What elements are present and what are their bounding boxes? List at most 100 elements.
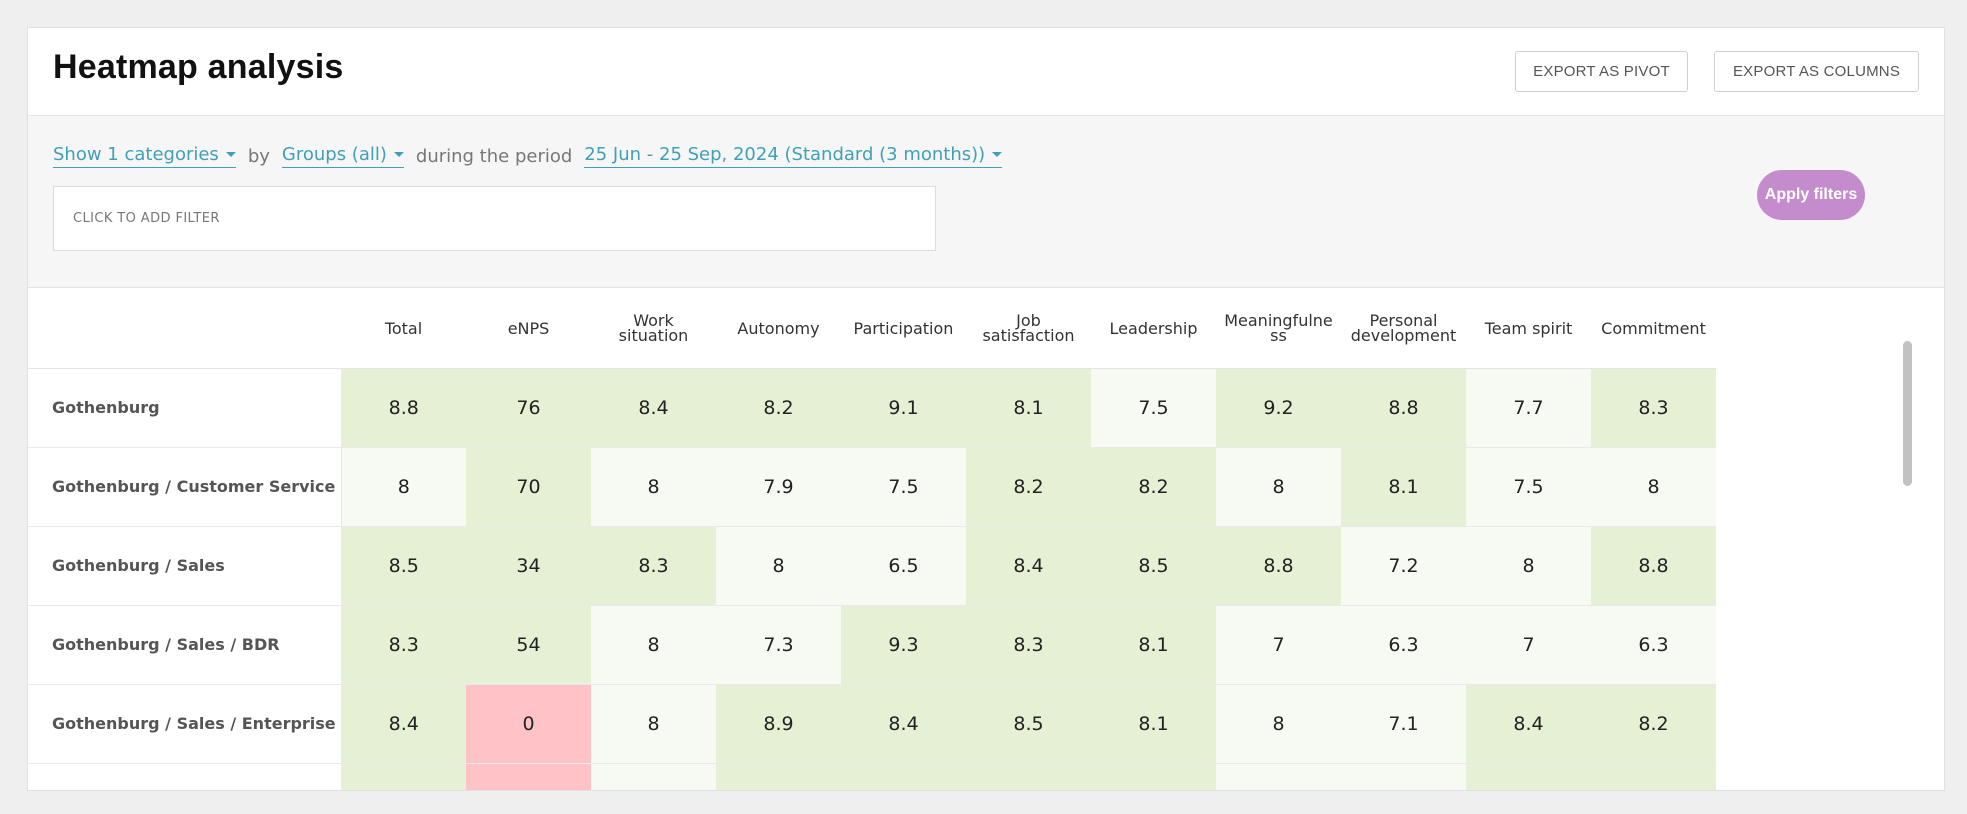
heatmap-cell[interactable]: 7.7	[1466, 368, 1591, 448]
heatmap-cell[interactable]: 8.8	[1216, 526, 1341, 606]
heatmap-cell[interactable]: 8.1	[966, 368, 1091, 448]
groups-dropdown[interactable]: Groups (all)	[281, 144, 404, 168]
heatmap-cell[interactable]: 0	[466, 684, 591, 764]
column-header-text: Participation	[853, 318, 954, 338]
table-row[interactable]: Gothenburg / Customer Service 8 70 8 7.9 7.5 8…	[28, 447, 1716, 527]
row-label: Gothenburg / Sales	[28, 526, 342, 606]
heatmap-cell[interactable]	[966, 763, 1091, 790]
heatmap-cell[interactable]: 9.1	[841, 368, 966, 448]
heatmap-cell[interactable]: 9.3	[841, 605, 966, 685]
heatmap-cell[interactable]: 8.3	[1591, 368, 1716, 448]
heatmap-cell[interactable]: 8.4	[841, 684, 966, 764]
heatmap-cell[interactable]: 8	[1466, 526, 1591, 606]
add-filter-input[interactable]: CLICK TO ADD FILTER	[53, 186, 936, 251]
heatmap-cell[interactable]: 8	[716, 526, 841, 606]
heatmap-cell[interactable]	[1341, 763, 1466, 790]
heatmap-cell[interactable]: 8	[591, 447, 716, 527]
heatmap-cell[interactable]: 8.3	[966, 605, 1091, 685]
heatmap-cell[interactable]: 7.9	[716, 447, 841, 527]
heatmap-cell[interactable]: 7.5	[1091, 368, 1216, 448]
column-header[interactable]: Job satisfaction	[966, 289, 1091, 369]
heatmap-cell[interactable]: 7	[1216, 605, 1341, 685]
heatmap-cell[interactable]: 8.2	[1091, 447, 1216, 527]
heatmap-cell[interactable]	[1091, 763, 1216, 790]
column-header-text: situation	[618, 326, 689, 346]
heatmap-cell[interactable]: 7.5	[841, 447, 966, 527]
column-header[interactable]: Meaningfulne ss	[1216, 289, 1341, 369]
heatmap-cell[interactable]	[341, 763, 466, 790]
table-row[interactable]: Gothenburg / Sales / Enterprise 8.4 0 8 8.9 8…	[28, 684, 1716, 764]
heatmap-cell[interactable]: 8.4	[341, 684, 466, 764]
heatmap-cell[interactable]: 76	[466, 368, 591, 448]
page-title: Heatmap analysis	[53, 48, 344, 86]
column-header-text: Total	[384, 318, 423, 338]
heatmap-cell[interactable]: 7	[1466, 605, 1591, 685]
heatmap-cell[interactable]: 8	[1216, 447, 1341, 527]
heatmap-cell[interactable]: 8.4	[1466, 684, 1591, 764]
heatmap-cell[interactable]	[466, 763, 591, 790]
heatmap-cell[interactable]: 8.5	[1091, 526, 1216, 606]
heatmap-cell[interactable]: 8.8	[341, 368, 466, 448]
heatmap-cell[interactable]: 8.1	[1091, 684, 1216, 764]
heatmap-cell[interactable]: 7.2	[1341, 526, 1466, 606]
heatmap-cell[interactable]: 34	[466, 526, 591, 606]
heatmap-cell[interactable]: 8.1	[1341, 447, 1466, 527]
heatmap-cell[interactable]: 8.5	[966, 684, 1091, 764]
heatmap-cell[interactable]	[841, 763, 966, 790]
vertical-scrollbar[interactable]	[1903, 341, 1912, 486]
apply-filters-button[interactable]: Apply filters	[1757, 170, 1865, 220]
heatmap-cell[interactable]: 54	[466, 605, 591, 685]
heatmap-cell[interactable]: 9.2	[1216, 368, 1341, 448]
heatmap-cell[interactable]: 7.3	[716, 605, 841, 685]
column-header[interactable]: Commitment	[1591, 289, 1716, 369]
heatmap-cell[interactable]: 8	[591, 684, 716, 764]
heatmap-cell[interactable]: 7.5	[1466, 447, 1591, 527]
column-header-text: Meaningfulne	[1224, 311, 1333, 331]
heatmap-cell[interactable]: 8	[341, 447, 466, 527]
heatmap-cell[interactable]: 8.5	[341, 526, 466, 606]
heatmap-cell[interactable]: 8.4	[966, 526, 1091, 606]
heatmap-cell[interactable]: 8.2	[966, 447, 1091, 527]
heatmap-table-area[interactable]: Total eNPS Work situation Autonomy Participat…	[28, 289, 1908, 790]
heatmap-cell[interactable]: 8.1	[1091, 605, 1216, 685]
export-pivot-button[interactable]: EXPORT AS PIVOT	[1515, 51, 1688, 92]
column-header-text: Team spirit	[1484, 318, 1573, 338]
heatmap-cell[interactable]: 8	[1591, 447, 1716, 527]
column-header[interactable]: eNPS	[466, 289, 591, 369]
heatmap-cell[interactable]: 8.8	[1341, 368, 1466, 448]
column-header[interactable]: Work situation	[591, 289, 716, 369]
column-header[interactable]: Team spirit	[1466, 289, 1591, 369]
heatmap-cell[interactable]	[591, 763, 716, 790]
heatmap-cell[interactable]: 6.3	[1591, 605, 1716, 685]
table-row[interactable]: Gothenburg 8.8 76 8.4 8.2 9.1 8.1 7.5 9.2 8.8 7.7 8…	[28, 368, 1716, 448]
column-header-text: Work	[633, 311, 674, 331]
column-header[interactable]: Total	[341, 289, 466, 369]
heatmap-cell[interactable]: 8.4	[591, 368, 716, 448]
heatmap-cell[interactable]: 6.5	[841, 526, 966, 606]
table-row[interactable]	[28, 763, 1716, 790]
heatmap-cell[interactable]	[1216, 763, 1341, 790]
heatmap-cell[interactable]: 8.9	[716, 684, 841, 764]
table-row[interactable]: Gothenburg / Sales 8.5 34 8.3 8 6.5 8.4 8.5 8.8 7…	[28, 526, 1716, 606]
heatmap-cell[interactable]	[716, 763, 841, 790]
heatmap-cell[interactable]: 8.8	[1591, 526, 1716, 606]
heatmap-cell[interactable]: 8.2	[716, 368, 841, 448]
heatmap-cell[interactable]: 8	[1216, 684, 1341, 764]
column-header[interactable]: Personal development	[1341, 289, 1466, 369]
heatmap-cell[interactable]: 7.1	[1341, 684, 1466, 764]
heatmap-cell[interactable]: 6.3	[1341, 605, 1466, 685]
column-header[interactable]: Autonomy	[716, 289, 841, 369]
heatmap-cell[interactable]: 8.3	[591, 526, 716, 606]
categories-dropdown[interactable]: Show 1 categories	[53, 144, 236, 168]
heatmap-cell[interactable]	[1591, 763, 1716, 790]
heatmap-cell[interactable]: 8.2	[1591, 684, 1716, 764]
export-columns-button[interactable]: EXPORT AS COLUMNS	[1714, 51, 1919, 92]
heatmap-cell[interactable]: 8	[591, 605, 716, 685]
column-header[interactable]: Participation	[841, 289, 966, 369]
heatmap-cell[interactable]	[1466, 763, 1591, 790]
period-dropdown[interactable]: 25 Jun - 25 Sep, 2024 (Standard (3 month…	[584, 144, 1003, 168]
table-row[interactable]: Gothenburg / Sales / BDR 8.3 54 8 7.3 9.3 8.3 8…	[28, 605, 1716, 685]
heatmap-cell[interactable]: 8.3	[341, 605, 466, 685]
heatmap-cell[interactable]: 70	[466, 447, 591, 527]
column-header[interactable]: Leadership	[1091, 289, 1216, 369]
